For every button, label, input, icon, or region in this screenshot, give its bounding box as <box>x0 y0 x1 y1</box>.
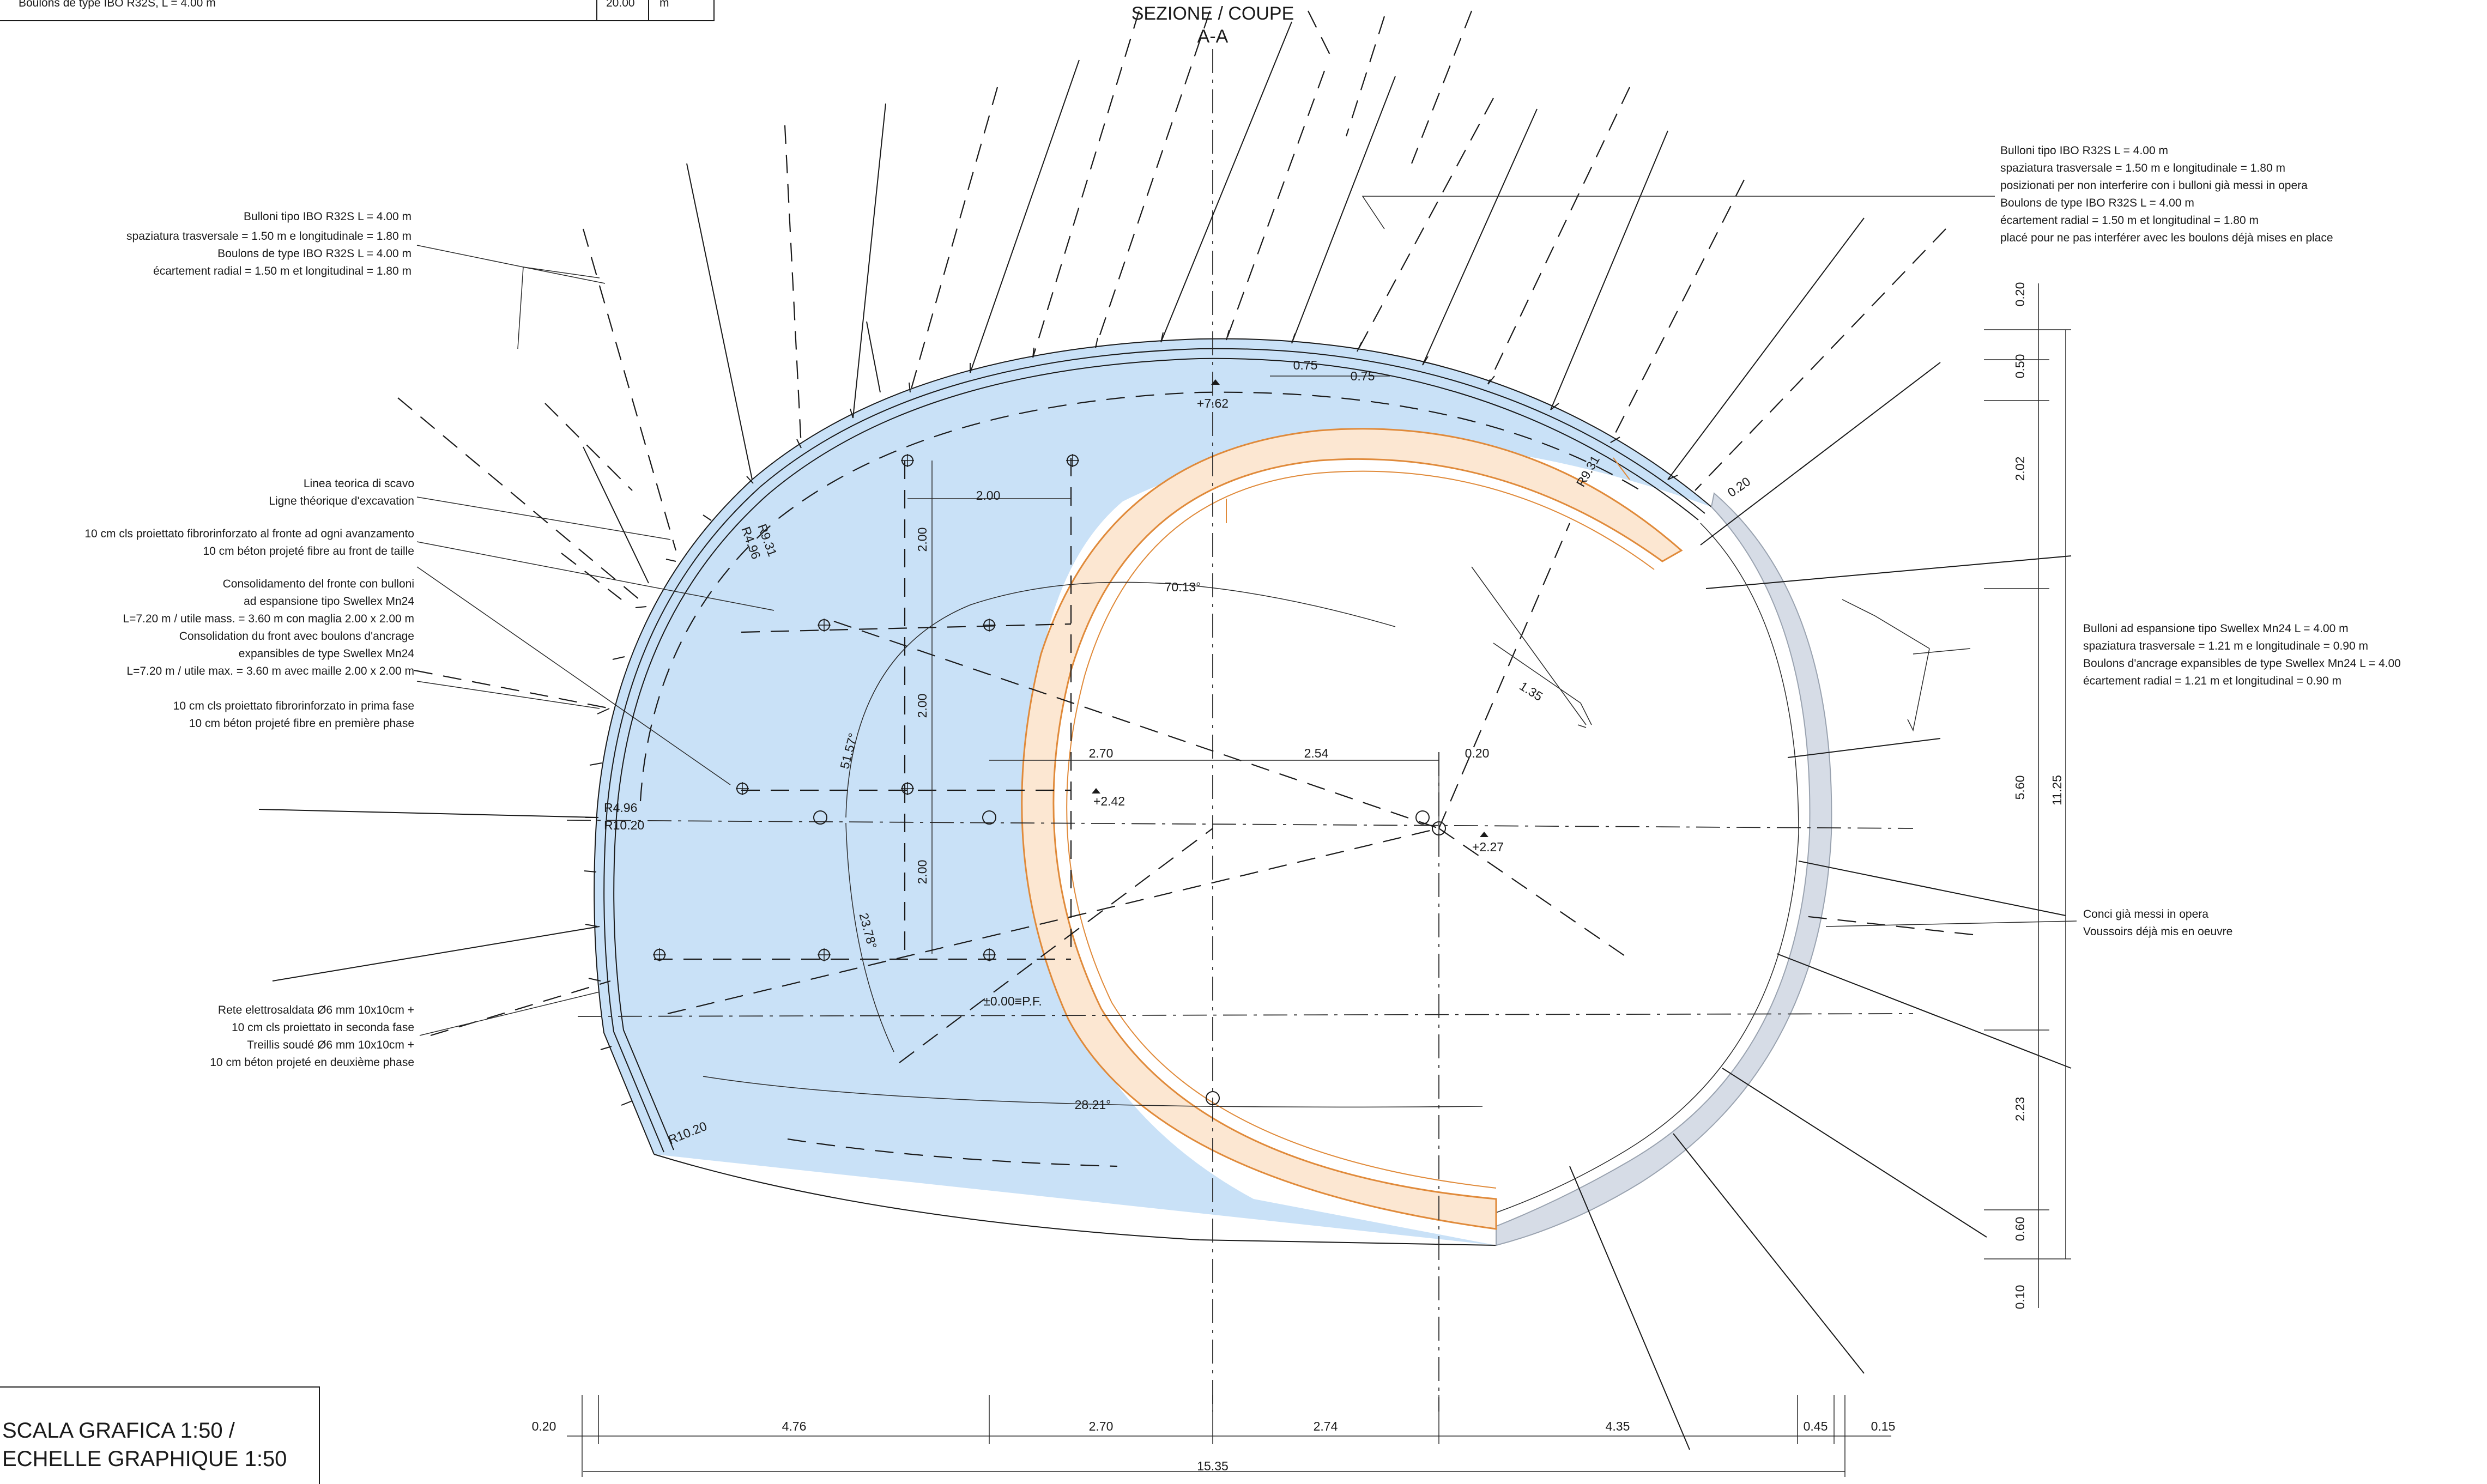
svg-text:spaziatura trasversale = 1.21: spaziatura trasversale = 1.21 m e longit… <box>2083 640 2368 652</box>
existing-lining-ring <box>1496 492 1832 1246</box>
dim-270: 2.70 <box>1089 746 1114 760</box>
header-cell-unit: m <box>659 0 669 9</box>
svg-text:2.70: 2.70 <box>1089 1419 1114 1433</box>
level-crown: +7.62 <box>1197 396 1229 410</box>
level-datum: ±0.00≡P.F. <box>983 994 1042 1008</box>
svg-text:L=7.20 m / utile max. = 3.60 m: L=7.20 m / utile max. = 3.60 m avec mail… <box>126 665 414 677</box>
svg-text:Ligne théorique d'excavation: Ligne théorique d'excavation <box>269 495 414 507</box>
svg-text:10 cm cls proiettato in second: 10 cm cls proiettato in seconda fase <box>232 1021 414 1034</box>
header-row-text: Boulons de type IBO R32S, L = 4.00 m <box>19 0 216 9</box>
leader-lines <box>416 196 2077 1036</box>
scale-box: SCALA GRAFICA 1:50 / ECHELLE GRAPHIQUE 1… <box>0 1386 320 1484</box>
svg-text:4.76: 4.76 <box>782 1419 807 1433</box>
svg-text:10 cm béton projeté fibre en p: 10 cm béton projeté fibre en première ph… <box>189 717 414 730</box>
svg-text:spaziatura trasversale = 1.50: spaziatura trasversale = 1.50 m e longit… <box>2000 162 2285 174</box>
svg-text:0.50: 0.50 <box>2013 354 2027 379</box>
radius-left-outer: R10.20 <box>604 818 644 832</box>
svg-text:10 cm cls proiettato fibrorinf: 10 cm cls proiettato fibrorinforzato in … <box>173 700 414 712</box>
svg-text:écartement radial = 1.50 m et: écartement radial = 1.50 m et longitudin… <box>153 265 412 277</box>
svg-text:0.20: 0.20 <box>2013 282 2027 307</box>
level-right-center: +2.27 <box>1472 840 1504 854</box>
svg-text:écartement radial = 1.50 m et: écartement radial = 1.50 m et longitudin… <box>2000 214 2259 227</box>
level-left-center: +2.42 <box>1093 794 1125 808</box>
svg-text:10 cm cls proiettato fibrorinf: 10 cm cls proiettato fibrorinforzato al … <box>84 528 414 540</box>
svg-text:5.60: 5.60 <box>2013 776 2027 800</box>
svg-text:0.60: 0.60 <box>2013 1217 2027 1241</box>
svg-text:L=7.20 m / utile mass. = 3.60: L=7.20 m / utile mass. = 3.60 m con magl… <box>123 613 414 625</box>
svg-text:spaziatura trasversale = 1.50: spaziatura trasversale = 1.50 m e longit… <box>126 230 412 243</box>
segment-ring <box>1021 428 1683 1230</box>
scale-line-1: SCALA GRAFICA 1:50 / <box>2 1419 235 1443</box>
svg-text:placé pour ne pas interférer a: placé pour ne pas interférer avec les bo… <box>2000 232 2333 244</box>
axes <box>566 49 1914 1412</box>
notes-right: Bulloni tipo IBO R32S L = 4.00 m spaziat… <box>2000 144 2401 938</box>
svg-text:2.02: 2.02 <box>2013 457 2027 481</box>
grid-dim-v1: 2.00 <box>915 528 929 552</box>
svg-text:0.20: 0.20 <box>532 1419 556 1433</box>
svg-text:10 cm béton projeté fibre au f: 10 cm béton projeté fibre au front de ta… <box>203 545 414 558</box>
svg-text:écartement radial = 1.21 m et: écartement radial = 1.21 m et longitudin… <box>2083 675 2341 687</box>
svg-text:Consolidation du front avec bo: Consolidation du front avec boulons d'an… <box>179 630 414 643</box>
scale-line-2: ECHELLE GRAPHIQUE 1:50 <box>2 1447 287 1471</box>
dim-075-b: 0.75 <box>1351 369 1375 383</box>
svg-text:0.15: 0.15 <box>1871 1419 1896 1433</box>
bottom-dimension-chain: 0.20 4.76 2.70 2.74 4.35 0.45 0.15 15.35 <box>532 1395 1896 1477</box>
svg-text:2.74: 2.74 <box>1314 1419 1338 1433</box>
svg-text:posizionati per non interferir: posizionati per non interferire con i bu… <box>2000 179 2308 192</box>
svg-text:Treillis soudé Ø6 mm 10x10cm +: Treillis soudé Ø6 mm 10x10cm + <box>247 1039 414 1051</box>
dim-020-side: 0.20 <box>1725 474 1753 500</box>
svg-text:ad espansione tipo Swellex Mn2: ad espansione tipo Swellex Mn24 <box>244 595 414 608</box>
svg-text:Bulloni tipo IBO R32S L = 4.00: Bulloni tipo IBO R32S L = 4.00 m <box>2000 144 2168 157</box>
svg-text:Conci già messi in opera: Conci già messi in opera <box>2083 908 2208 920</box>
construction-arcs <box>667 523 1630 1108</box>
grid-dim-v2: 2.00 <box>915 694 929 718</box>
svg-text:Boulons de type IBO R32S L = 4: Boulons de type IBO R32S L = 4.00 m <box>217 247 412 260</box>
section-title: SEZIONE / COUPE <box>1131 3 1294 24</box>
dim-254: 2.54 <box>1304 746 1329 760</box>
right-dimension-chain: 0.20 0.50 2.02 5.60 2.23 0.60 0.10 11.25 <box>1984 282 2071 1310</box>
bottom-total: 15.35 <box>1197 1459 1229 1473</box>
svg-text:2.23: 2.23 <box>2013 1097 2027 1122</box>
grid-dim-v3: 2.00 <box>915 860 929 885</box>
svg-text:0.45: 0.45 <box>1804 1419 1828 1433</box>
svg-text:4.35: 4.35 <box>1606 1419 1630 1433</box>
svg-text:Voussoirs déjà mis en oeuvre: Voussoirs déjà mis en oeuvre <box>2083 925 2232 938</box>
dim-020-mid: 0.20 <box>1465 746 1490 760</box>
svg-text:Bulloni tipo IBO R32S L = 4.00: Bulloni tipo IBO R32S L = 4.00 m <box>244 210 412 223</box>
notes-left: Bulloni tipo IBO R32S L = 4.00 m spaziat… <box>84 210 414 1069</box>
dim-135: 1.35 <box>1517 679 1545 704</box>
svg-text:Rete elettrosaldata Ø6 mm 10x1: Rete elettrosaldata Ø6 mm 10x10cm + <box>218 1004 414 1016</box>
header-cell-value: 20.00 <box>606 0 635 9</box>
section-name: A-A <box>1197 26 1229 47</box>
svg-text:Boulons de type IBO R32S L = 4: Boulons de type IBO R32S L = 4.00 m <box>2000 197 2194 209</box>
excavation-fill <box>594 338 1712 1245</box>
grid-dim-h: 2.00 <box>976 488 1001 502</box>
right-total: 11.25 <box>2050 775 2064 805</box>
svg-text:10 cm béton projeté en deuxièm: 10 cm béton projeté en deuxième phase <box>210 1056 414 1069</box>
header-table: Boulons de type IBO R32S, L = 4.00 m 20.… <box>0 0 715 21</box>
svg-text:0.10: 0.10 <box>2013 1285 2027 1310</box>
dim-075-a: 0.75 <box>1293 358 1318 372</box>
radius-left-inner: R4.96 <box>604 801 637 815</box>
radial-bolts <box>258 10 2072 1450</box>
svg-text:Bulloni ad espansione tipo Swe: Bulloni ad espansione tipo Swellex Mn24 … <box>2083 622 2349 635</box>
svg-text:Linea teorica di scavo: Linea teorica di scavo <box>304 477 414 490</box>
svg-text:Consolidamento del fronte con: Consolidamento del fronte con bulloni <box>223 578 414 590</box>
svg-text:Boulons d'ancrage expansibles: Boulons d'ancrage expansibles de type Sw… <box>2083 657 2401 670</box>
svg-text:expansibles de type Swellex Mn: expansibles de type Swellex Mn24 <box>239 647 415 660</box>
angle-28: 28.21° <box>1075 1098 1111 1112</box>
angle-70: 70.13° <box>1165 580 1201 594</box>
